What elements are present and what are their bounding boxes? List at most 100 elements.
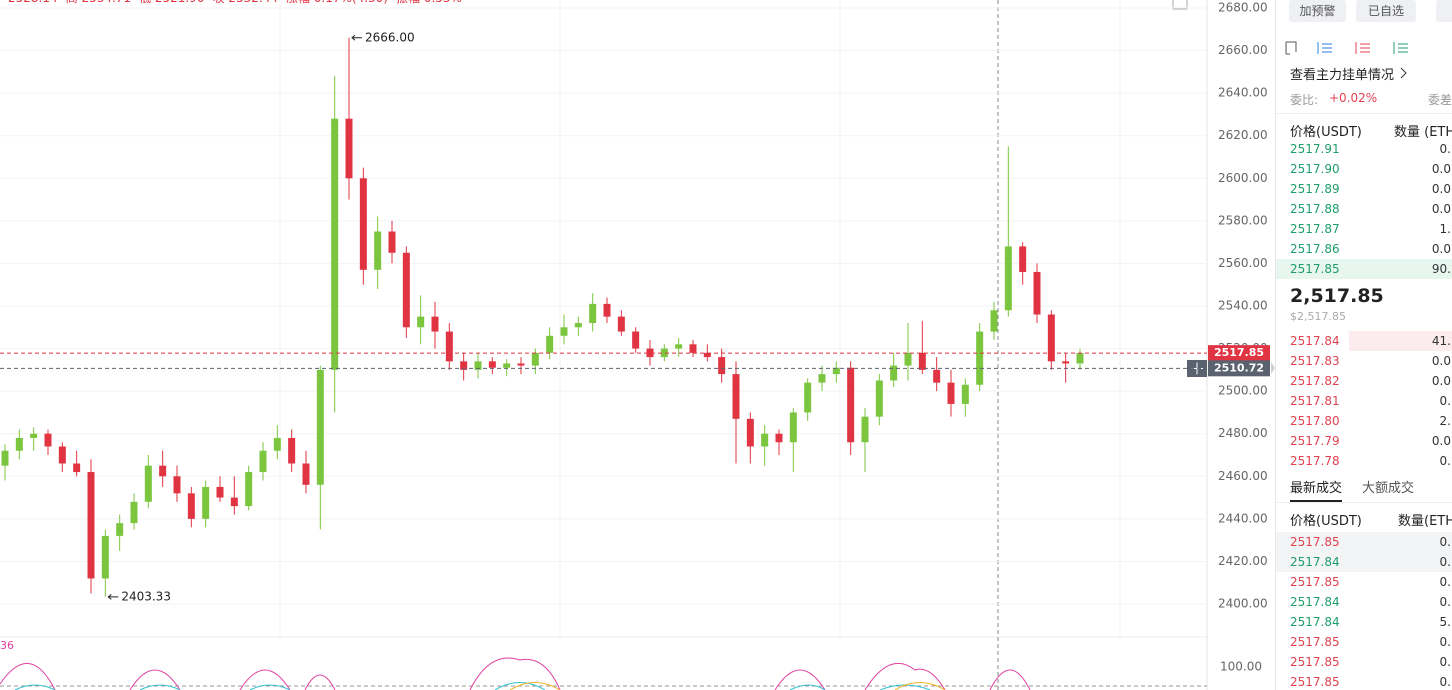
price: 2517.85 [1290, 575, 1340, 589]
price: 2517.83 [1290, 354, 1340, 368]
candle-body [918, 352, 926, 370]
candle-body [216, 486, 224, 498]
candle-body [187, 493, 195, 519]
y-tick-label: 2440.00 [1218, 511, 1268, 525]
candle-body [847, 367, 855, 443]
book-row[interactable]: 2517.83 0.0 [1276, 351, 1452, 371]
price-label: 2510.72 [1214, 361, 1264, 374]
side-panel: 加预警 已自选 查看主力挂单情况 委比: +0.02% 委差 价格(USDT) … [1275, 0, 1452, 690]
qty: 0.0 [1431, 354, 1451, 368]
depth-link[interactable]: 查看主力挂单情况 [1290, 64, 1410, 83]
candle-body [259, 450, 267, 473]
fullscreen-icon[interactable] [1172, 0, 1188, 10]
annotation-arrow [351, 34, 362, 41]
y-tick-label: 2480.00 [1218, 426, 1268, 440]
annotation-label: 2403.33 [121, 589, 171, 603]
candle-body [546, 335, 554, 353]
candle-body [159, 465, 167, 477]
diff-label: 委差 [1428, 93, 1452, 107]
candle-body [517, 363, 525, 366]
candle-body [1019, 246, 1027, 272]
qty: 0.0 [1431, 242, 1451, 256]
book-header-price: 价格(USDT) [1290, 125, 1362, 140]
candle-body [73, 463, 81, 473]
book-row[interactable]: 2517.90 0.0 [1276, 159, 1452, 179]
candle-body [202, 486, 210, 519]
candle-body [474, 361, 482, 370]
candle-body [961, 384, 969, 404]
tab-large[interactable]: 大额成交 [1362, 481, 1415, 496]
price-label: 2517.85 [1214, 346, 1264, 359]
candle-body [976, 331, 984, 385]
candle-body [503, 363, 511, 368]
book-row[interactable]: 2517.82 0.0 [1276, 371, 1452, 391]
candle-body [288, 437, 296, 464]
book-row[interactable]: 2517.79 0.0 [1276, 431, 1452, 451]
book-row[interactable]: 2517.89 0.0 [1276, 179, 1452, 199]
candle-body [789, 412, 797, 443]
candle-body [245, 472, 253, 507]
book-row[interactable]: 2517.85 90. [1276, 259, 1452, 279]
divider [1276, 502, 1452, 503]
icon-bids[interactable] [1393, 42, 1408, 54]
book-row[interactable]: 2517.85 0. [1276, 532, 1452, 552]
alert-button[interactable]: 加预警 [1289, 0, 1346, 22]
book-row[interactable]: 2517.80 2. [1276, 411, 1452, 431]
candle-body [890, 365, 898, 381]
book-row[interactable]: 2517.88 0.0 [1276, 199, 1452, 219]
candle-body [617, 316, 625, 332]
candle-body [589, 303, 597, 324]
candle-body [230, 497, 238, 507]
price: 2517.86 [1290, 242, 1340, 256]
book-row[interactable]: 2517.78 0. [1276, 451, 1452, 471]
candle-body [1076, 353, 1084, 364]
candle-body [732, 374, 740, 419]
book-row[interactable]: 2517.85 0. [1276, 652, 1452, 672]
candle-body [603, 303, 611, 317]
icon-combo[interactable] [1317, 42, 1332, 54]
ohlc-item: 高 2534.71 [66, 0, 131, 5]
price: 2517.84 [1290, 615, 1340, 629]
book-row[interactable]: 2517.91 0. [1276, 139, 1452, 159]
candle-body [675, 344, 683, 349]
price: 2517.79 [1290, 434, 1340, 448]
icon-both[interactable] [1285, 41, 1297, 55]
qty: 0.0 [1431, 202, 1451, 216]
candle-body [875, 380, 883, 417]
more-button[interactable] [1436, 0, 1452, 22]
book-row[interactable]: 2517.84 41. [1276, 331, 1452, 351]
book-row[interactable]: 2517.87 1. [1276, 219, 1452, 239]
vertical-grid [279, 0, 1121, 637]
candle-body [947, 382, 955, 404]
book-row[interactable]: 2517.84 0. [1276, 552, 1452, 572]
price: 2517.89 [1290, 182, 1340, 196]
candle-body [904, 352, 912, 366]
trades-header-price: 价格(USDT) [1290, 514, 1362, 529]
y-tick-label: 2620.00 [1218, 128, 1268, 142]
watchlist-button[interactable]: 已自选 [1356, 0, 1416, 22]
qty: 0.0 [1431, 182, 1451, 196]
candle-body [660, 348, 668, 358]
candle-body [689, 344, 697, 353]
book-row[interactable]: 2517.86 0.0 [1276, 239, 1452, 259]
candle-body [58, 446, 66, 464]
book-row[interactable]: 2517.85 0. [1276, 572, 1452, 592]
tab-latest[interactable]: 最新成交 [1290, 477, 1343, 502]
y-tick-label: 2680.00 [1218, 1, 1268, 15]
candle-body [832, 367, 840, 375]
price: 2517.85 [1290, 635, 1340, 649]
candle-body [445, 331, 453, 362]
book-row[interactable]: 2517.84 5. [1276, 612, 1452, 632]
ohlc-item: 振幅 0.53% [396, 0, 462, 5]
icon-asks[interactable] [1355, 42, 1370, 54]
panel-toggle[interactable] [1271, 362, 1275, 374]
candle-body [746, 418, 754, 447]
book-row[interactable]: 2517.81 0. [1276, 391, 1452, 411]
book-row[interactable]: 2517.85 0. [1276, 632, 1452, 652]
ohlc-item: 收 2532.44 [213, 0, 278, 5]
qty: 5. [1439, 615, 1451, 629]
book-row[interactable]: 2517.85 0. [1276, 672, 1452, 690]
price: 2517.81 [1290, 394, 1340, 408]
book-row[interactable]: 2517.84 0. [1276, 592, 1452, 612]
candle-body [488, 361, 496, 368]
